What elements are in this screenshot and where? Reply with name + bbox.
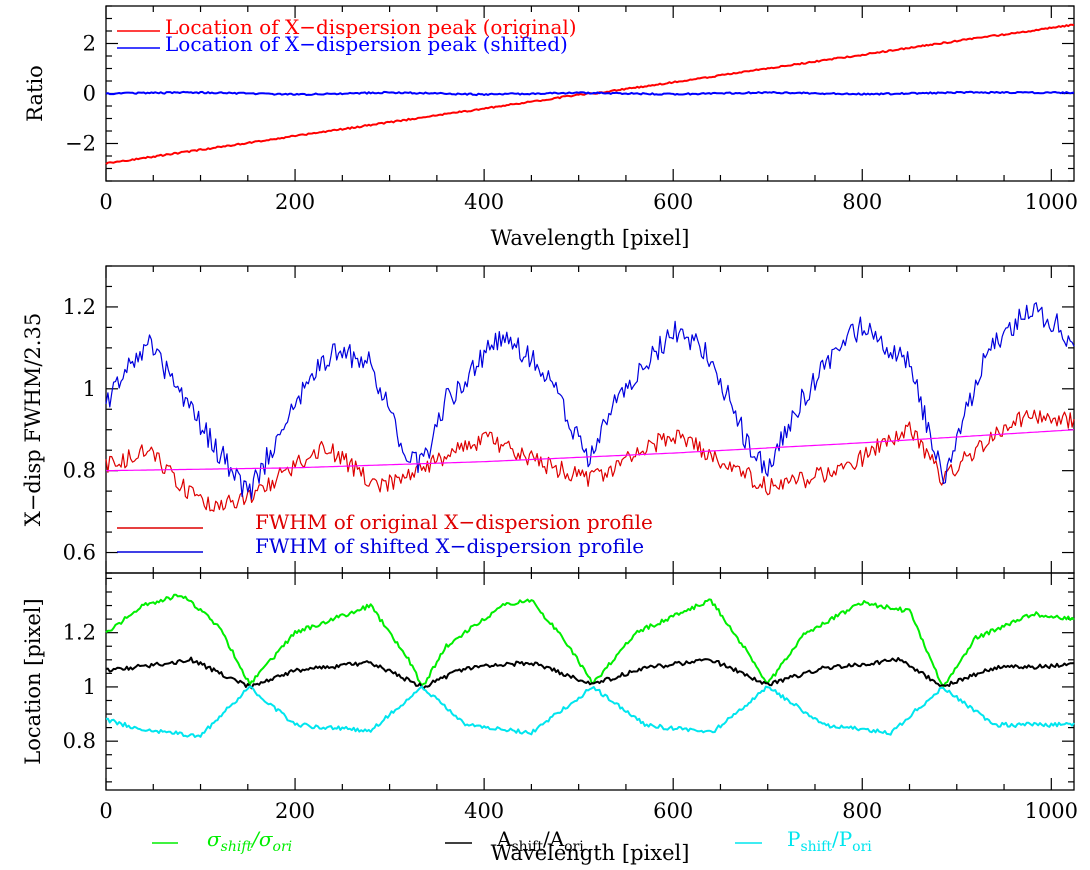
y-tick-label: 0.8 [63, 459, 96, 483]
legend-text-part: /σ [250, 827, 274, 851]
x-tick-label: 200 [275, 799, 315, 823]
legend-text-part: /A [543, 827, 565, 851]
legend-label: Location of X−dispersion peak (shifted) [165, 32, 568, 56]
legend-text-part: shift [800, 839, 832, 855]
x-tick-label: 400 [464, 190, 504, 214]
legend-label: Ashift/Aori [496, 827, 584, 855]
y-tick-label: 1 [83, 675, 96, 699]
x-tick-label: 800 [842, 799, 882, 823]
fwhm-panel: 0.6 0.8 1 1.2 X−disp FWHM/2.35 FWHM of origin… [21, 265, 1075, 574]
x-tick-label: 1000 [1025, 799, 1078, 823]
legend-label: σshift/σori [207, 827, 292, 855]
x-tick-label: 200 [275, 190, 315, 214]
legend-text-part: ori [852, 839, 872, 855]
legend-label: FWHM of shifted X−dispersion profile [255, 534, 644, 558]
x-tick-label: 800 [842, 190, 882, 214]
x-axis-label: Wavelength [pixel] [491, 226, 690, 250]
plot-frame [105, 572, 1075, 791]
series-line [105, 429, 1075, 472]
legend-text-part: shift [511, 839, 543, 855]
series-line [105, 90, 1075, 97]
x-tick-label: 0 [99, 190, 112, 214]
y-tick-label: 0.6 [63, 541, 96, 565]
x-tick-label: 1000 [1025, 190, 1078, 214]
y-tick-label: −2 [65, 132, 96, 156]
legend-text-part: shift [221, 839, 253, 855]
ratio-panel: 0 200 400 600 800 1000 −2 0 2 Wavelength [pixel] R… [23, 5, 1078, 250]
x-axis-label: Wavelength [pixel] [491, 841, 690, 865]
series-line [105, 409, 1075, 512]
legend-text-part: P [787, 827, 800, 851]
x-tick-label: 400 [464, 799, 504, 823]
legend-label: Location of X−dispersion peak (original) [165, 15, 577, 39]
series-line [105, 302, 1075, 500]
y-tick-label: 1 [83, 377, 96, 401]
legend-text-part: σ [207, 827, 222, 851]
legend-text-part: ori [273, 839, 293, 855]
y-axis-label: Ratio [23, 65, 47, 122]
y-axis-label: X−disp FWHM/2.35 [21, 313, 45, 526]
location-panel: 0 200 400 600 800 1000 0.8 1 1.2 Wavelength [pixe… [21, 572, 1078, 865]
x-tick-label: 0 [99, 799, 112, 823]
series-line [105, 593, 1075, 688]
legend-text-part: ori [564, 839, 584, 855]
legend-text-part: A [496, 827, 512, 851]
x-tick-label: 600 [653, 799, 693, 823]
legend-label: Pshift/Pori [787, 827, 872, 855]
y-tick-label: 2 [83, 32, 96, 56]
series-line [105, 685, 1075, 738]
y-tick-label: 0.8 [63, 729, 96, 753]
series-line [105, 656, 1075, 690]
y-tick-label: 1.2 [63, 621, 96, 645]
legend-text-part: /P [832, 827, 852, 851]
y-axis-label: Location [pixel] [21, 598, 45, 764]
legend-label: FWHM of original X−dispersion profile [255, 510, 653, 534]
x-tick-label: 600 [653, 190, 693, 214]
y-tick-label: 1.2 [63, 295, 96, 319]
y-tick-label: 0 [83, 82, 96, 106]
